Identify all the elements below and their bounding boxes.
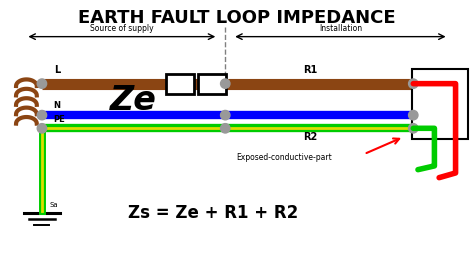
Text: Source of supply: Source of supply: [90, 24, 154, 33]
Text: Exposed-conductive-part: Exposed-conductive-part: [236, 153, 332, 162]
Circle shape: [37, 110, 46, 120]
FancyBboxPatch shape: [412, 69, 468, 139]
Text: PE: PE: [54, 115, 65, 124]
Text: Zs = Ze + R1 + R2: Zs = Ze + R1 + R2: [128, 204, 299, 222]
Circle shape: [409, 124, 418, 133]
Circle shape: [409, 110, 418, 120]
Circle shape: [220, 110, 230, 120]
Circle shape: [220, 124, 230, 133]
Circle shape: [220, 79, 230, 88]
Text: EARTH FAULT LOOP IMPEDANCE: EARTH FAULT LOOP IMPEDANCE: [78, 9, 396, 27]
Text: Sa: Sa: [50, 202, 59, 208]
FancyBboxPatch shape: [166, 74, 194, 94]
Circle shape: [37, 79, 46, 88]
FancyBboxPatch shape: [199, 74, 226, 94]
Text: L: L: [54, 65, 60, 75]
Text: Installation: Installation: [319, 24, 362, 33]
Text: R2: R2: [303, 132, 317, 142]
Text: Ze: Ze: [110, 84, 157, 117]
Circle shape: [409, 79, 418, 88]
Text: N: N: [54, 101, 61, 110]
Text: Installation
Equipment: Installation Equipment: [419, 94, 462, 114]
Circle shape: [37, 124, 46, 133]
Text: R1: R1: [303, 65, 317, 75]
